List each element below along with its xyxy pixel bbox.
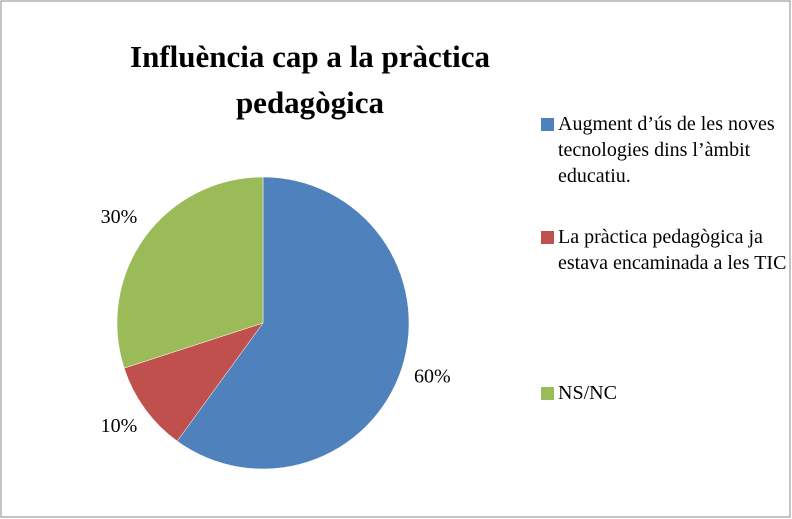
pie-slice (123, 322, 264, 442)
legend-entry: La pràctica pedagògica ja estava encamin… (541, 224, 792, 276)
legend-swatch (541, 387, 554, 400)
legend-swatch (541, 118, 554, 131)
legend-entry: Augment d’ús de les noves tecnologies di… (541, 111, 792, 189)
data-label: 10% (101, 415, 138, 437)
legend-label: La pràctica pedagògica ja estava encamin… (558, 226, 787, 274)
data-label: 60% (414, 366, 451, 388)
legend-label: Augment d’ús de les noves tecnologies di… (558, 113, 775, 187)
legend-label: NS/NC (558, 382, 617, 404)
pie-slice (176, 176, 410, 470)
legend-entry: NS/NC (541, 380, 792, 406)
legend-swatch (541, 231, 554, 244)
pie-slice (116, 176, 264, 369)
chart-title: Influència cap a la pràctica pedagògica (130, 39, 490, 120)
data-label: 30% (101, 206, 138, 228)
